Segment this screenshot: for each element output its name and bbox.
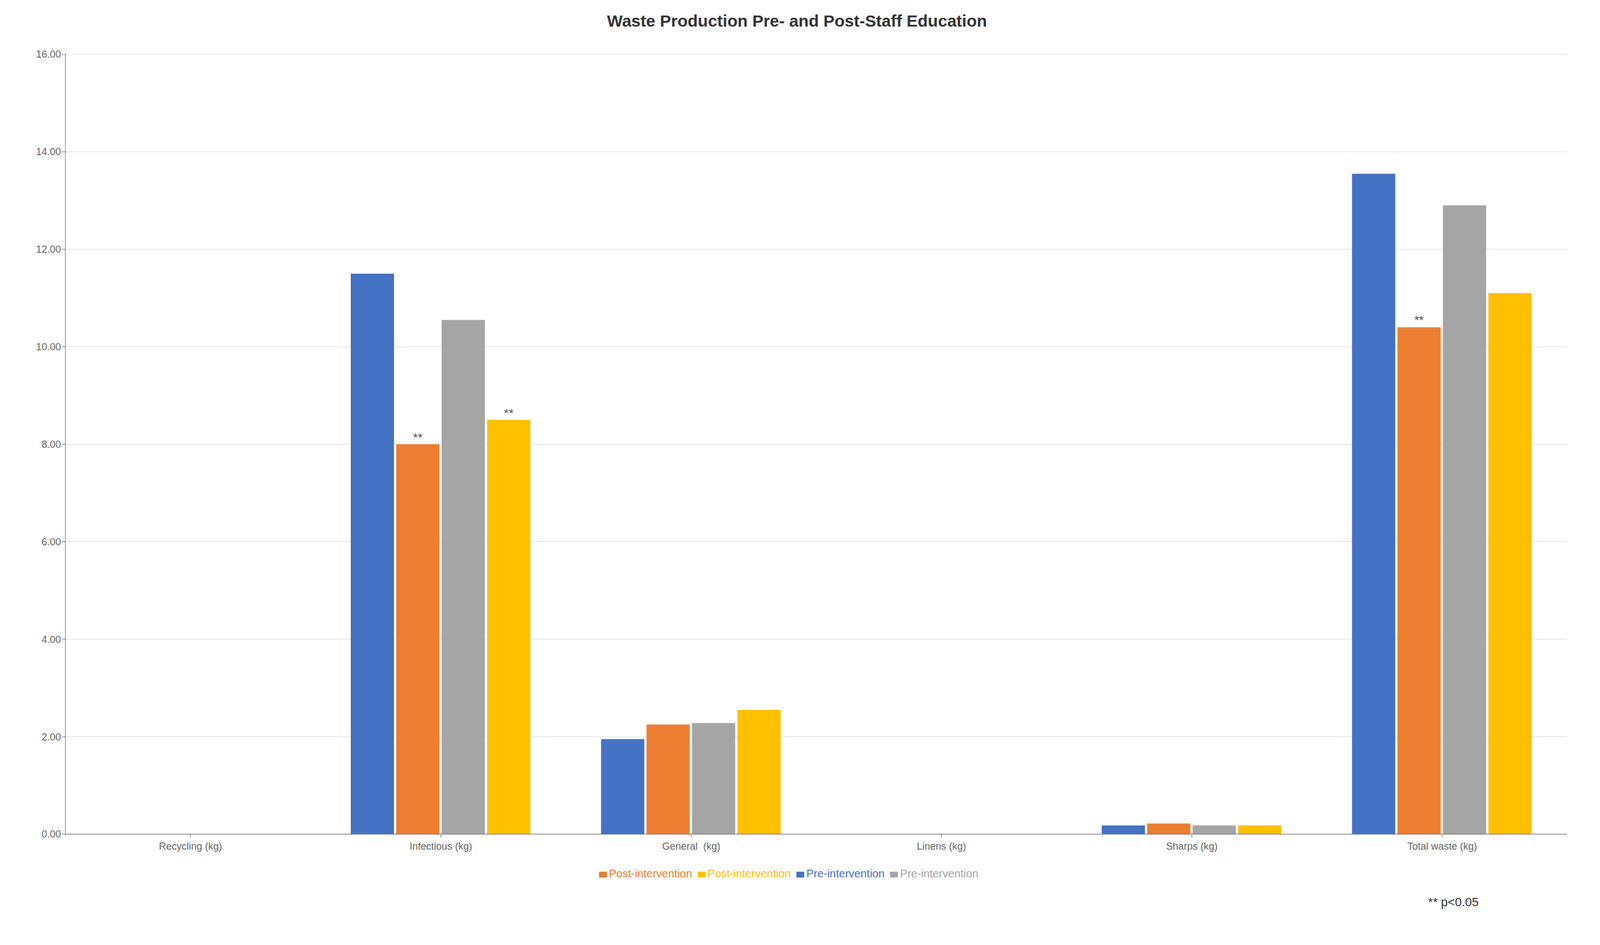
svg-text:8.00: 8.00 (41, 438, 61, 451)
svg-text:16.00: 16.00 (36, 48, 61, 60)
svg-text:14.00: 14.00 (36, 146, 61, 158)
svg-text:Infectious (kg): Infectious (kg) (409, 840, 473, 852)
svg-text:General (kg): General (kg) (662, 840, 721, 852)
html-text:Post-intervention: Post-intervention (707, 867, 791, 880)
svg-text:6.00: 6.00 (41, 536, 61, 548)
svg-text:Total waste (kg): Total waste (kg) (1407, 840, 1477, 852)
svg-text:**: ** (1414, 313, 1425, 327)
svg-text:**: ** (503, 406, 514, 421)
svg-text:Sharps (kg): Sharps (kg) (1166, 840, 1218, 852)
svg-text:0.00: 0.00 (41, 828, 61, 840)
html-text:** p<0.05: ** p<0.05 (1428, 895, 1479, 909)
html-text:Pre-intervention: Pre-intervention (900, 867, 979, 880)
svg-text:Recycling (kg): Recycling (kg) (159, 840, 223, 852)
html-text:Post-intervention: Post-intervention (608, 867, 693, 880)
svg-text:**: ** (412, 430, 423, 445)
svg-text:2.00: 2.00 (41, 731, 61, 743)
svg-text:10.00: 10.00 (36, 341, 61, 353)
svg-text:4.00: 4.00 (41, 634, 61, 646)
svg-text:12.00: 12.00 (36, 243, 61, 255)
svg-text:Linens (kg): Linens (kg) (916, 840, 966, 852)
html-text:Pre-intervention: Pre-intervention (806, 867, 885, 880)
html-text:Waste Production Pre- and Post: Waste Production Pre- and Post-Staff Edu… (606, 11, 987, 30)
